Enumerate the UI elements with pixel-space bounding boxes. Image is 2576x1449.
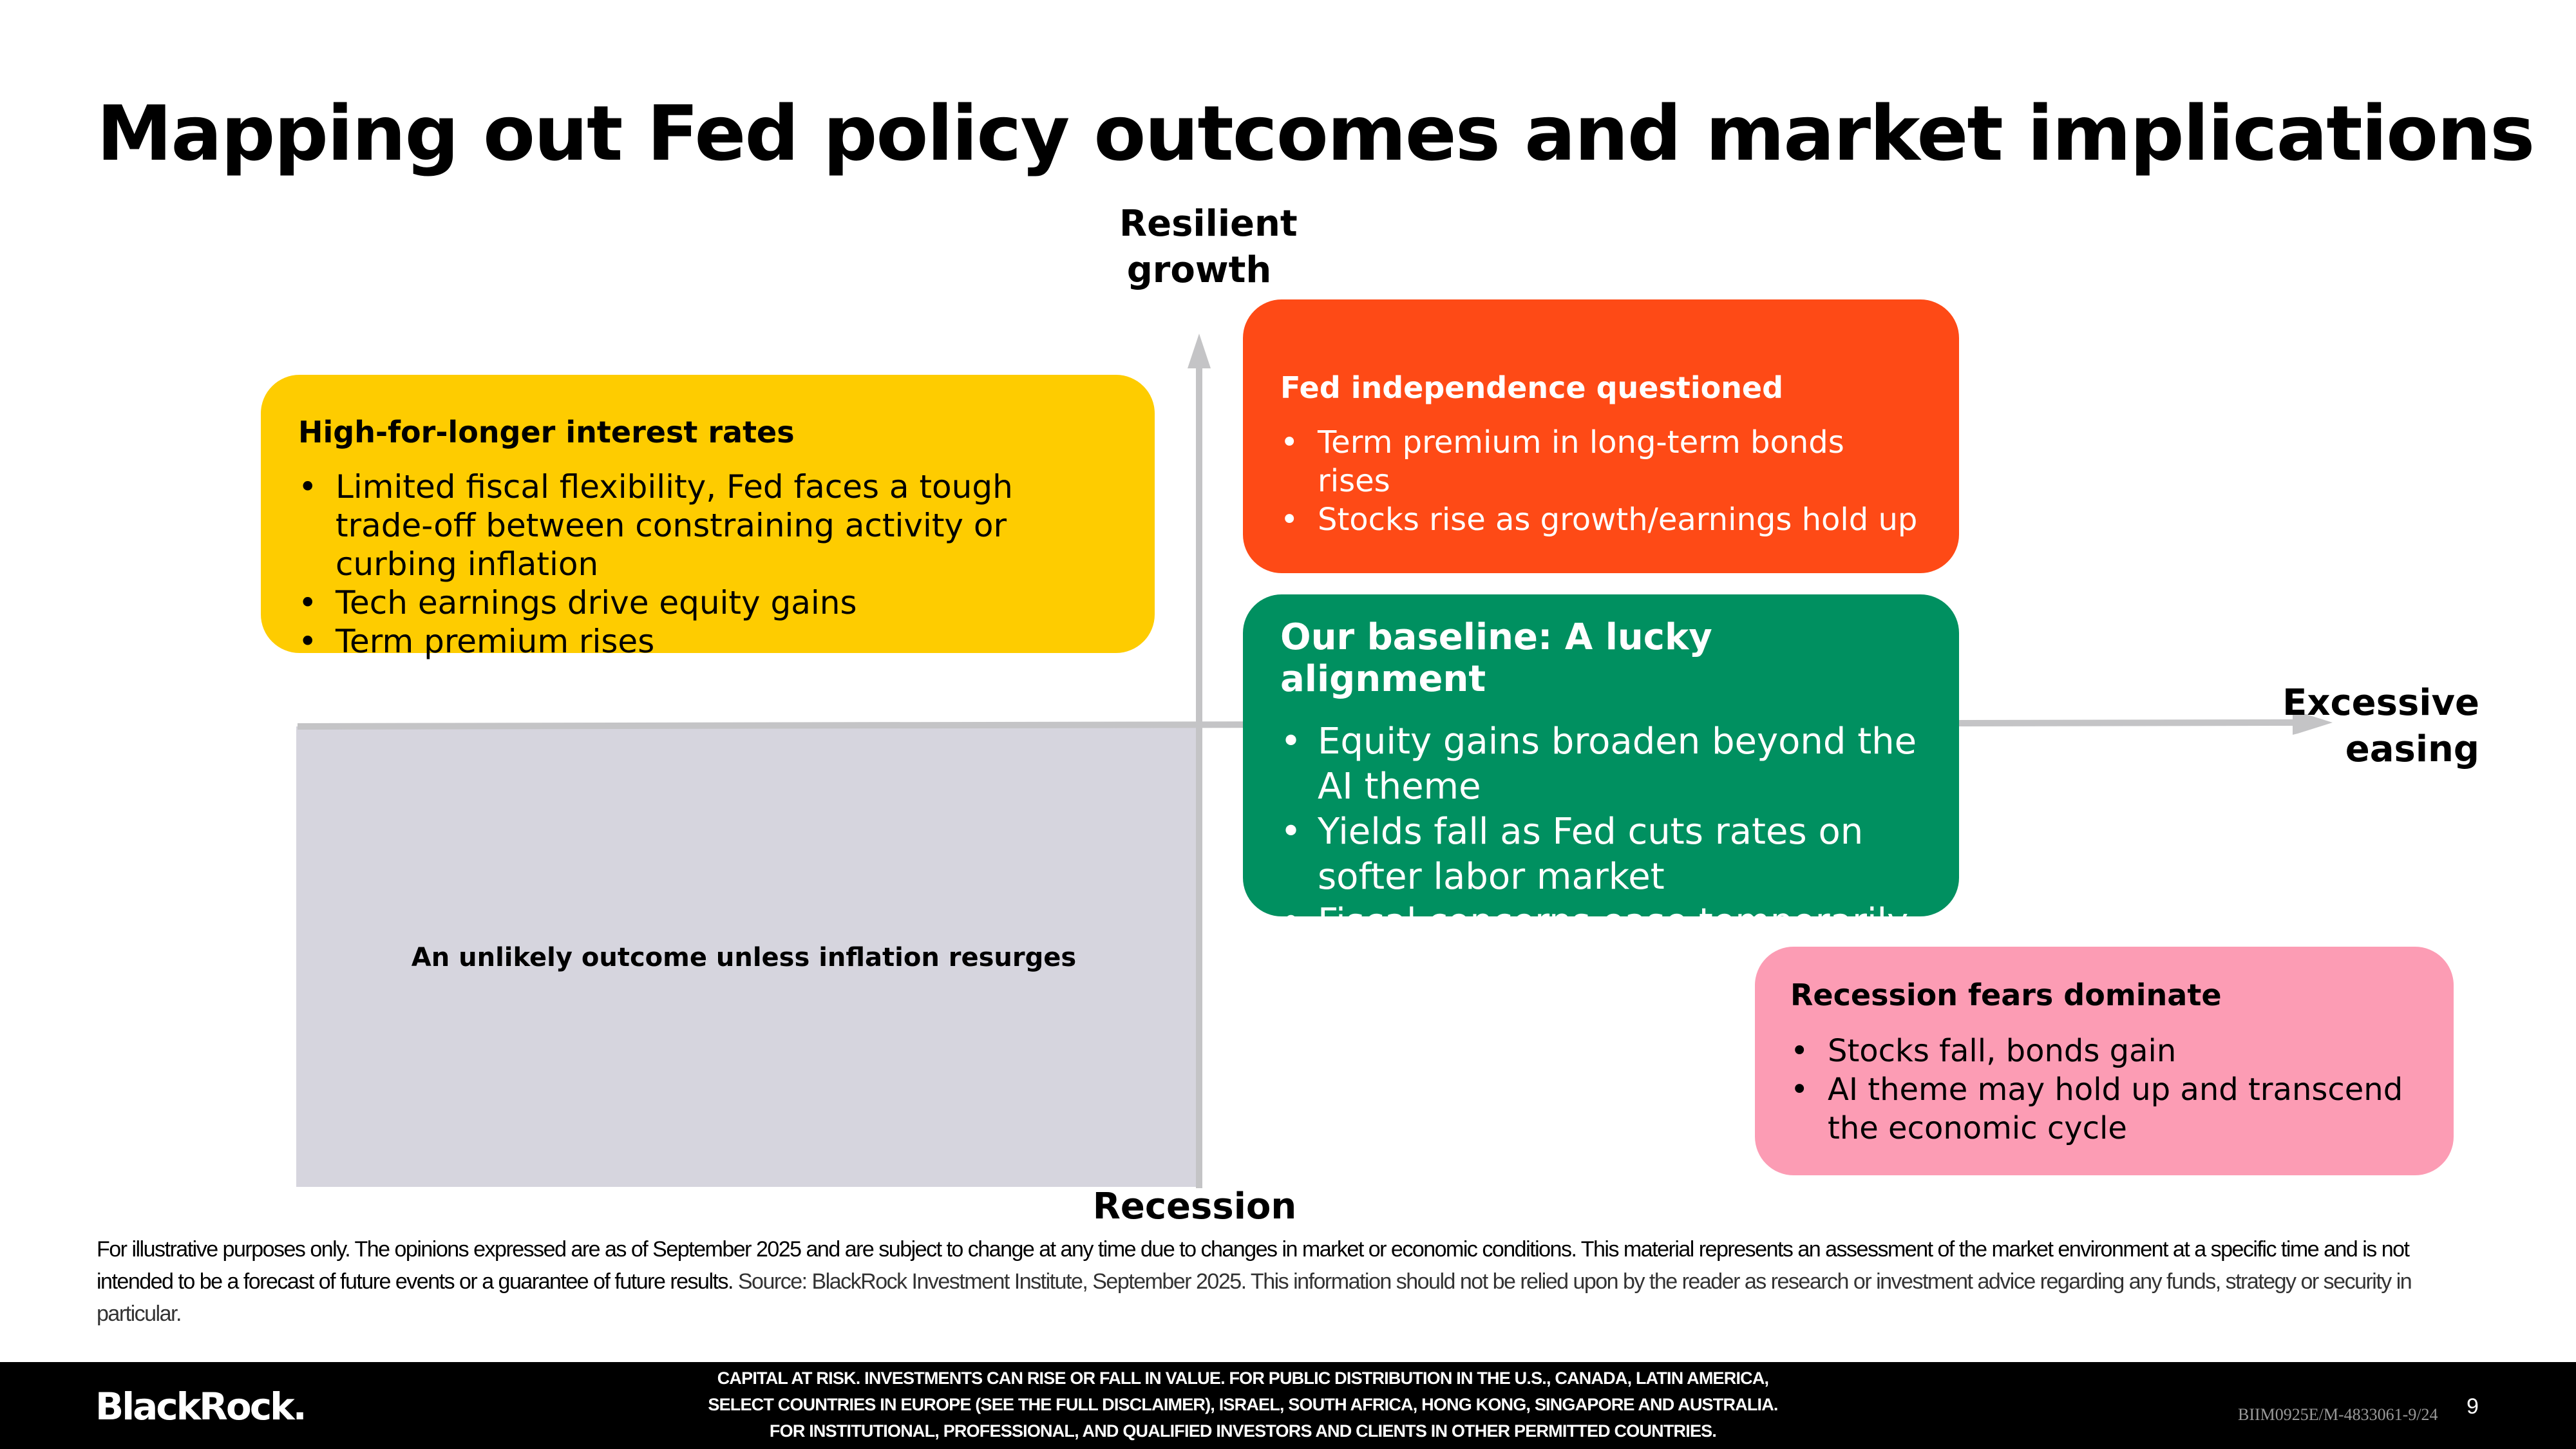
- axis-label-top: Resilient growth: [1119, 201, 1298, 294]
- axis-label-right-line1: Excessive: [2282, 682, 2479, 724]
- footer-line: SELECT COUNTRIES IN EUROPE (SEE THE FULL…: [708, 1395, 1778, 1414]
- disclaimer-lead: For illustrative purposes only. The opin…: [97, 1237, 2410, 1294]
- bullet-item: Yields fall as Fed cuts rates on softer …: [1280, 810, 1922, 900]
- unlikely-quadrant: [296, 726, 1199, 1187]
- page-title: Mapping out Fed policy outcomes and mark…: [97, 89, 2535, 178]
- scenario-title: High-for-longer interest rates: [298, 415, 795, 450]
- axis-label-right: Excessive easing: [2241, 680, 2479, 773]
- axis-label-top-line1: Resilient: [1119, 203, 1298, 245]
- scenario-recession-fears: Recession fears dominate Stocks fall, bo…: [1755, 947, 2454, 1175]
- scenario-fed-independence: Fed independence questioned Term premium…: [1243, 299, 1959, 573]
- axis-label-top-line2: growth: [1126, 249, 1272, 291]
- unlikely-outcome-label: An unlikely outcome unless inflation res…: [411, 943, 1077, 972]
- axis-label-right-line2: easing: [2345, 728, 2479, 770]
- scenario-title: Fed independence questioned: [1280, 370, 1784, 405]
- scenario-title: Recession fears dominate: [1790, 978, 2222, 1012]
- bullet-item: Stocks rise as growth/earnings hold up: [1280, 500, 1922, 539]
- bullet-item: Term premium in long-term bonds rises: [1280, 423, 1922, 500]
- footer-bar: [0, 1362, 2576, 1449]
- disclaimer-source: Source: BlackRock Investment Institute, …: [97, 1269, 2412, 1326]
- page-number: 9: [2467, 1394, 2479, 1419]
- scenario-baseline: Our baseline: A lucky alignment Equity g…: [1243, 594, 1959, 945]
- disclaimer: For illustrative purposes only. The opin…: [97, 1233, 2479, 1330]
- footer-legal-text: CAPITAL AT RISK. INVESTMENTS CAN RISE OR…: [676, 1365, 1810, 1444]
- bullet-item: Fiscal concerns ease temporarily: [1280, 900, 1922, 945]
- scenario-bullets: Stocks fall, bonds gain AI theme may hol…: [1790, 1032, 2418, 1148]
- bullet-item: Limited fiscal flexibility, Fed faces a …: [298, 468, 1117, 583]
- bullet-item: Equity gains broaden beyond the AI theme: [1280, 719, 1922, 810]
- axis-label-bottom: Recession: [1092, 1186, 1297, 1227]
- bullet-item: AI theme may hold up and transcend the e…: [1790, 1070, 2418, 1148]
- vertical-axis-arrowhead: [1188, 334, 1211, 368]
- footer-line: CAPITAL AT RISK. INVESTMENTS CAN RISE OR…: [717, 1368, 1769, 1388]
- scenario-bullets: Limited fiscal flexibility, Fed faces a …: [298, 468, 1117, 661]
- bullet-item: Stocks fall, bonds gain: [1790, 1032, 2418, 1070]
- scenario-bullets: Equity gains broaden beyond the AI theme…: [1280, 719, 1922, 945]
- bullet-item: Tech earnings drive equity gains: [298, 583, 1117, 622]
- scenario-title: Our baseline: A lucky alignment: [1280, 616, 1712, 700]
- footer-line: FOR INSTITUTIONAL, PROFESSIONAL, AND QUA…: [769, 1421, 1717, 1441]
- document-code: BIIM0925E/M-4833061-9/24: [2238, 1405, 2438, 1424]
- bullet-item: Term premium rises: [298, 622, 1117, 661]
- scenario-bullets: Term premium in long-term bonds rises St…: [1280, 423, 1922, 539]
- horizontal-axis-arrowhead: [2293, 711, 2333, 735]
- scenario-high-for-longer: High-for-longer interest rates Limited f…: [261, 375, 1155, 661]
- blackrock-logo: BlackRock.: [95, 1385, 307, 1428]
